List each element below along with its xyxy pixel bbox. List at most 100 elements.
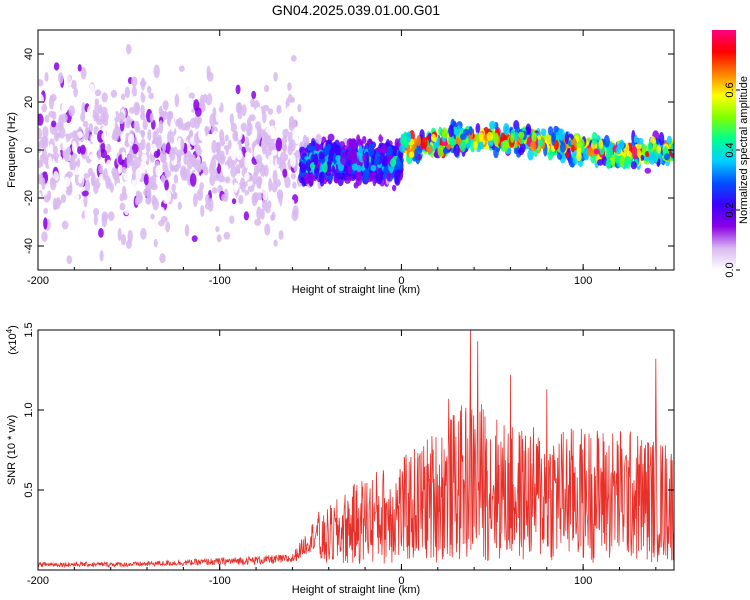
heatmap-cell: [61, 220, 69, 230]
heatmap-cell: [60, 234, 66, 242]
heatmap-cell: [618, 139, 625, 149]
heatmap-cell: [80, 111, 86, 123]
heatmap-cell: [162, 100, 169, 111]
heatmap-cell: [331, 165, 336, 177]
heatmap-cell: [262, 131, 269, 140]
heatmap-cell: [290, 55, 297, 62]
heatmap-cell: [227, 139, 232, 150]
heatmap-cell: [420, 136, 428, 149]
heatmap-cell: [313, 153, 319, 166]
heatmap-cell: [273, 201, 281, 216]
heatmap-cell: [268, 178, 273, 192]
heatmap-cell: [127, 133, 135, 146]
heatmap-cell: [120, 234, 127, 246]
heatmap-cell: [477, 141, 484, 150]
heatmap-cell: [276, 104, 282, 114]
heatmap-cell: [558, 128, 566, 141]
heatmap-cell: [48, 110, 55, 118]
heatmap-cell: [240, 181, 246, 193]
heatmap-cell: [74, 189, 79, 203]
heatmap-cell: [72, 121, 79, 131]
heatmap-cell: [61, 208, 69, 223]
heatmap-cell: [224, 176, 231, 184]
heatmap-cell: [211, 187, 218, 194]
heatmap-cell: [370, 164, 377, 172]
heatmap-cell: [101, 92, 108, 103]
heatmap-cell: [77, 64, 82, 72]
heatmap-cell: [57, 72, 64, 84]
heatmap-cell: [87, 167, 94, 175]
heatmap-cell: [181, 193, 189, 202]
heatmap-cell: [190, 209, 197, 217]
heatmap-cell: [368, 143, 375, 157]
heatmap-cell: [197, 274, 202, 283]
heatmap-cell: [140, 161, 146, 174]
heatmap-cell: [232, 130, 239, 142]
y-tick-label: 40: [23, 48, 35, 60]
heatmap-cell: [167, 131, 172, 145]
heatmap-cell: [395, 156, 401, 171]
heatmap-cell: [95, 197, 101, 208]
x-tick-label: 0: [398, 275, 404, 287]
heatmap-cell: [121, 166, 127, 174]
heatmap-cell: [66, 184, 73, 194]
heatmap-cell: [81, 102, 87, 115]
heatmap-cell: [48, 144, 54, 152]
heatmap-cell: [101, 187, 107, 195]
heatmap-cell: [596, 159, 604, 166]
heatmap-cell: [518, 147, 525, 156]
heatmap-cell: [184, 84, 191, 95]
heatmap-cell: [196, 165, 202, 173]
heatmap-cell: [195, 147, 202, 156]
heatmap-cell: [161, 142, 167, 151]
heatmap-cell: [246, 127, 252, 137]
heatmap-cell: [141, 153, 148, 163]
colorbar-ticks: 0.0 0.2 0.4 0.6: [724, 82, 740, 278]
heatmap-cell: [132, 95, 139, 102]
heatmap-marks: [38, 43, 674, 283]
heatmap-cell: [84, 128, 90, 138]
heatmap-cell: [134, 103, 140, 111]
heatmap-cell: [165, 142, 171, 155]
heatmap-cell: [347, 166, 353, 174]
heatmap-cell: [125, 114, 132, 129]
heatmap-cell: [262, 192, 268, 201]
heatmap-cell: [78, 175, 83, 184]
heatmap-cell: [371, 169, 377, 179]
heatmap-cell: [394, 175, 400, 184]
heatmap-cell: [292, 205, 299, 218]
heatmap-cell: [297, 103, 302, 113]
heatmap-cell: [327, 133, 335, 142]
heatmap-cell: [292, 181, 297, 189]
heatmap-cell: [183, 154, 188, 166]
heatmap-cell: [356, 165, 362, 173]
heatmap-cell: [666, 135, 672, 145]
heatmap-cell: [287, 82, 292, 91]
heatmap-cell: [261, 137, 268, 152]
heatmap-cell: [402, 131, 408, 145]
heatmap-cell: [494, 132, 499, 146]
heatmap-cell: [128, 106, 135, 114]
snr-frame: [37, 329, 675, 571]
heatmap-cell: [315, 143, 320, 152]
heatmap-cell: [358, 144, 363, 159]
heatmap-cell: [160, 215, 168, 223]
heatmap-cell: [334, 172, 342, 180]
heatmap-cell: [105, 159, 112, 171]
heatmap-cell: [247, 107, 253, 117]
heatmap-cell: [318, 151, 325, 160]
heatmap-cell: [386, 145, 393, 158]
heatmap-cell: [290, 154, 296, 168]
heatmap-cell: [658, 131, 665, 146]
heatmap-cell: [44, 114, 50, 123]
heatmap-cell: [170, 164, 176, 171]
heatmap-cell: [267, 155, 274, 165]
heatmap-cell: [170, 118, 176, 132]
heatmap-cell: [254, 218, 262, 226]
heatmap-cell: [93, 140, 99, 149]
heatmap-cell: [340, 153, 347, 166]
heatmap-cell: [151, 60, 156, 68]
heatmap-cell: [123, 171, 129, 181]
heatmap-cell: [45, 104, 51, 113]
